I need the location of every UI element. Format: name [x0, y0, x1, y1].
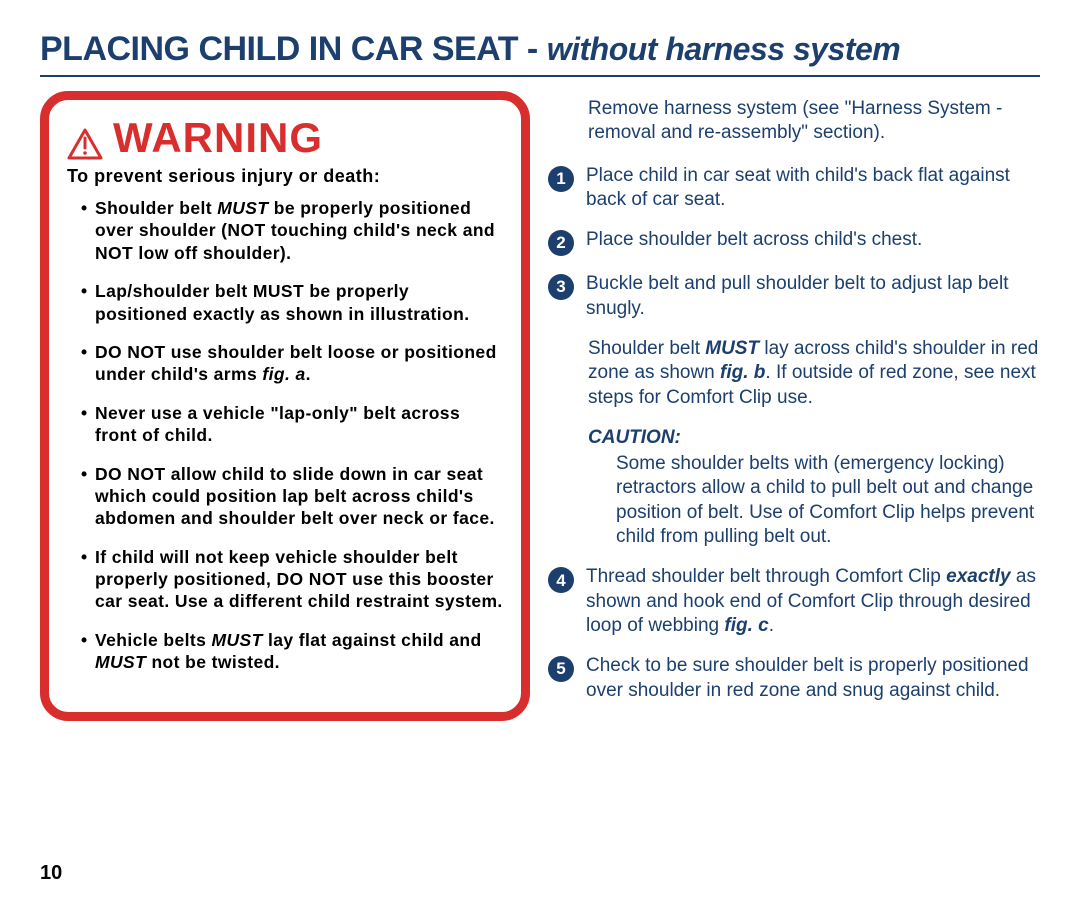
step-number-icon: 4 [548, 567, 574, 593]
step-number-icon: 1 [548, 166, 574, 192]
title-main: PLACING CHILD IN CAR SEAT - [40, 30, 547, 68]
warning-item: Lap/shoulder belt MUST be properly posit… [81, 280, 503, 325]
warning-column: WARNING To prevent serious injury or dea… [40, 91, 530, 721]
title-underline [40, 75, 1040, 77]
caution-body: Some shoulder belts with (emergency lock… [588, 452, 1040, 549]
warning-triangle-icon [67, 122, 103, 154]
step-5: 5 Check to be sure shoulder belt is prop… [548, 654, 1040, 703]
step-2: 2 Place shoulder belt across child's che… [548, 228, 1040, 256]
warning-item: If child will not keep vehicle shoulder … [81, 546, 503, 613]
step-text: Buckle belt and pull shoulder belt to ad… [586, 272, 1040, 321]
warning-item: DO NOT use shoulder belt loose or positi… [81, 341, 503, 386]
step-number-icon: 2 [548, 230, 574, 256]
caution-block: CAUTION: Some shoulder belts with (emerg… [548, 426, 1040, 550]
page-title: PLACING CHILD IN CAR SEAT - without harn… [40, 30, 1040, 69]
content-columns: WARNING To prevent serious injury or dea… [40, 91, 1040, 721]
warning-box: WARNING To prevent serious injury or dea… [40, 91, 530, 721]
step-number-icon: 3 [548, 274, 574, 300]
step-number-icon: 5 [548, 656, 574, 682]
warning-item: DO NOT allow child to slide down in car … [81, 463, 503, 530]
step-text: Place child in car seat with child's bac… [586, 164, 1040, 213]
step-text: Thread shoulder belt through Comfort Cli… [586, 565, 1040, 638]
step-text: Check to be sure shoulder belt is proper… [586, 654, 1040, 703]
caution-label: CAUTION: [588, 426, 1040, 450]
title-subtitle: without harness system [547, 31, 901, 67]
instructions-column: Remove harness system (see "Harness Syst… [548, 91, 1040, 721]
step-text: Place shoulder belt across child's chest… [586, 228, 1040, 252]
warning-word: WARNING [113, 114, 323, 162]
warning-item: Never use a vehicle "lap-only" belt acro… [81, 402, 503, 447]
page-number: 10 [40, 862, 62, 885]
warning-item: Shoulder belt MUST be properly positione… [81, 197, 503, 264]
warning-heading: WARNING [67, 114, 503, 162]
warning-list: Shoulder belt MUST be properly positione… [67, 197, 503, 674]
step-1: 1 Place child in car seat with child's b… [548, 164, 1040, 213]
step-3: 3 Buckle belt and pull shoulder belt to … [548, 272, 1040, 321]
warning-lead: To prevent serious injury or death: [67, 166, 503, 187]
intro-text: Remove harness system (see "Harness Syst… [548, 97, 1040, 146]
warning-item: Vehicle belts MUST lay flat against chil… [81, 629, 503, 674]
step-4: 4 Thread shoulder belt through Comfort C… [548, 565, 1040, 638]
step-3-note: Shoulder belt MUST lay across child's sh… [548, 337, 1040, 410]
